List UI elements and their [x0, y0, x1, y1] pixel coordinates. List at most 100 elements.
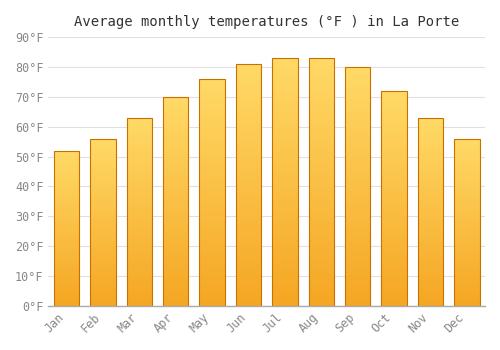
Bar — [272, 103, 297, 105]
Bar — [345, 117, 370, 119]
Bar — [454, 266, 479, 267]
Bar — [308, 162, 334, 164]
Bar — [54, 290, 80, 292]
Bar — [163, 164, 188, 166]
Bar — [272, 261, 297, 264]
Bar — [200, 161, 225, 163]
Bar — [345, 251, 370, 253]
Bar — [54, 155, 80, 157]
Bar — [454, 220, 479, 222]
Bar — [345, 177, 370, 179]
Bar — [163, 224, 188, 226]
Bar — [200, 202, 225, 204]
Bar — [126, 236, 152, 238]
Bar — [308, 202, 334, 204]
Bar — [454, 139, 479, 306]
Bar — [236, 260, 261, 262]
Bar — [345, 170, 370, 172]
Bar — [90, 157, 116, 159]
Bar — [272, 167, 297, 169]
Bar — [272, 199, 297, 202]
Bar — [163, 243, 188, 245]
Bar — [54, 268, 80, 270]
Bar — [345, 119, 370, 122]
Bar — [90, 232, 116, 234]
Bar — [90, 139, 116, 140]
Bar — [418, 206, 443, 208]
Bar — [308, 98, 334, 100]
Bar — [308, 239, 334, 241]
Bar — [418, 135, 443, 136]
Bar — [236, 229, 261, 231]
Bar — [126, 229, 152, 231]
Bar — [90, 169, 116, 170]
Bar — [454, 298, 479, 299]
Bar — [454, 252, 479, 254]
Bar — [126, 125, 152, 127]
Bar — [382, 177, 407, 179]
Bar — [236, 74, 261, 76]
Bar — [345, 229, 370, 232]
Bar — [236, 255, 261, 258]
Bar — [200, 88, 225, 90]
Bar — [308, 256, 334, 259]
Bar — [382, 261, 407, 263]
Bar — [382, 117, 407, 119]
Bar — [418, 232, 443, 234]
Bar — [126, 287, 152, 289]
Bar — [200, 199, 225, 202]
Bar — [308, 180, 334, 182]
Bar — [163, 126, 188, 128]
Bar — [126, 202, 152, 204]
Bar — [90, 187, 116, 189]
Bar — [200, 195, 225, 197]
Bar — [272, 231, 297, 234]
Bar — [382, 147, 407, 149]
Bar — [382, 168, 407, 170]
Bar — [454, 150, 479, 152]
Bar — [418, 276, 443, 278]
Bar — [236, 66, 261, 69]
Bar — [54, 253, 80, 254]
Bar — [163, 197, 188, 199]
Bar — [90, 222, 116, 224]
Bar — [54, 219, 80, 220]
Bar — [382, 196, 407, 198]
Bar — [200, 233, 225, 236]
Bar — [418, 265, 443, 266]
Bar — [200, 131, 225, 133]
Bar — [272, 222, 297, 224]
Bar — [236, 127, 261, 129]
Bar — [163, 120, 188, 122]
Bar — [308, 63, 334, 65]
Bar — [345, 294, 370, 296]
Bar — [163, 187, 188, 189]
Bar — [200, 81, 225, 83]
Bar — [454, 296, 479, 298]
Bar — [418, 234, 443, 236]
Bar — [200, 79, 225, 81]
Bar — [90, 234, 116, 236]
Bar — [308, 93, 334, 95]
Bar — [236, 134, 261, 136]
Bar — [200, 106, 225, 108]
Bar — [200, 208, 225, 211]
Bar — [126, 191, 152, 193]
Bar — [54, 267, 80, 268]
Bar — [454, 294, 479, 296]
Bar — [54, 293, 80, 295]
Bar — [454, 207, 479, 209]
Bar — [382, 132, 407, 134]
Bar — [308, 130, 334, 132]
Bar — [382, 114, 407, 117]
Bar — [272, 65, 297, 68]
Bar — [382, 278, 407, 280]
Bar — [90, 252, 116, 254]
Bar — [454, 231, 479, 232]
Bar — [200, 215, 225, 217]
Bar — [272, 110, 297, 113]
Bar — [126, 289, 152, 291]
Bar — [126, 135, 152, 136]
Bar — [90, 266, 116, 267]
Bar — [200, 206, 225, 208]
